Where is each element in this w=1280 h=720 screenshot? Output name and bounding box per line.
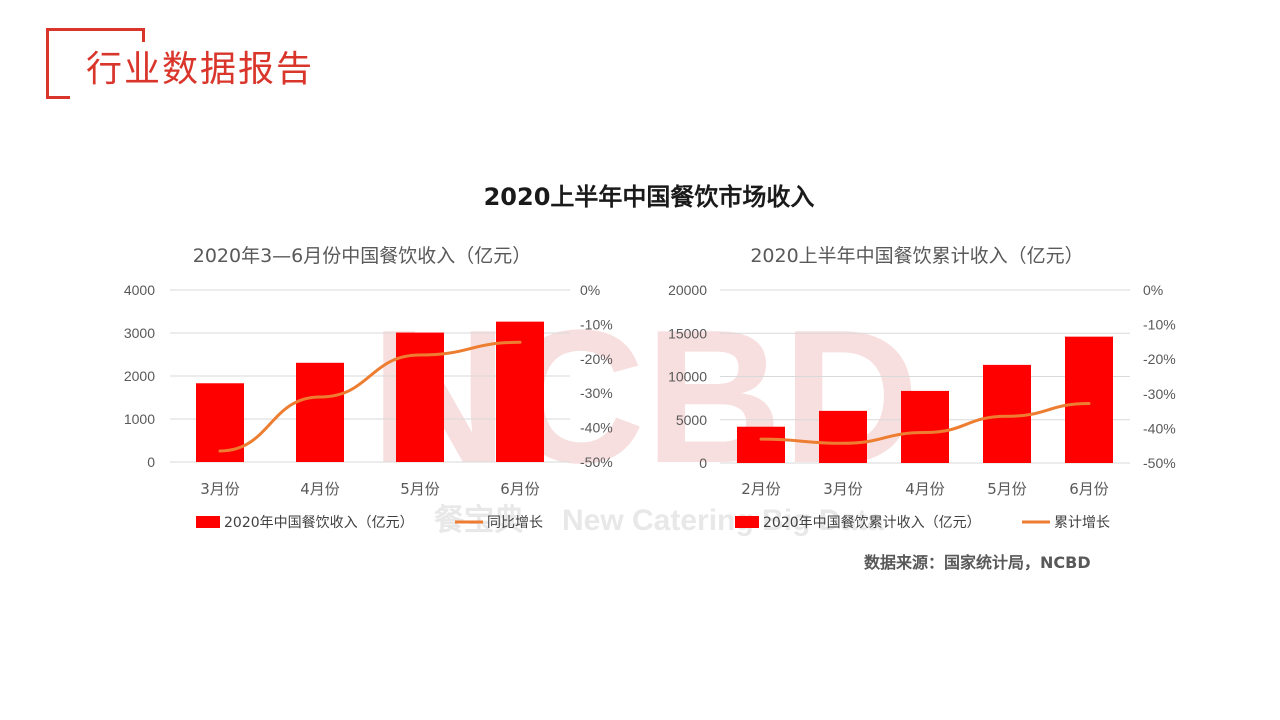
bar (819, 410, 867, 463)
growth-line (218, 340, 522, 453)
legend-line-label: 累计增长 (1054, 515, 1110, 531)
y-right-tick-label: 0% (1143, 282, 1163, 298)
x-category-label: 5月份 (400, 480, 440, 498)
x-category-label: 4月份 (905, 480, 945, 498)
bar (983, 364, 1031, 463)
y-right-tick-label: -50% (580, 454, 613, 470)
title-corner-frame (46, 28, 145, 99)
x-category-label: 6月份 (500, 480, 540, 498)
bar (1065, 336, 1113, 463)
y-left-tick-label: 20000 (668, 282, 707, 298)
y-right-tick-label: -50% (1143, 455, 1176, 471)
y-right-tick-label: -10% (1143, 317, 1176, 333)
y-right-tick-label: 0% (580, 282, 600, 298)
y-right-tick-label: -20% (580, 351, 613, 367)
x-category-label: 2月份 (741, 480, 781, 498)
bar (296, 362, 344, 462)
y-right-tick-label: -30% (580, 385, 613, 401)
legend-bar-label: 2020年中国餐饮累计收入（亿元） (763, 515, 981, 531)
y-left-tick-label: 0 (147, 454, 155, 470)
bar (396, 332, 444, 462)
report-title: 行业数据报告 (86, 49, 315, 90)
source-note: 数据来源：国家统计局，NCBD (864, 553, 1091, 572)
y-right-tick-label: -20% (1143, 351, 1176, 367)
y-right-tick-label: -10% (580, 316, 613, 332)
legend-line-label: 同比增长 (487, 515, 543, 531)
y-left-tick-label: 4000 (124, 282, 155, 298)
chart-title: 2020年3—6月份中国餐饮收入（亿元） (193, 245, 532, 267)
y-left-tick-label: 15000 (668, 325, 707, 341)
x-category-label: 6月份 (1069, 480, 1109, 498)
legend-bar-label: 2020年中国餐饮收入（亿元） (224, 515, 414, 531)
main-title: 2020上半年中国餐饮市场收入 (483, 183, 815, 211)
legend-bar-swatch (196, 516, 220, 528)
bar (901, 390, 949, 463)
x-category-label: 5月份 (987, 480, 1027, 498)
y-right-tick-label: -40% (1143, 420, 1176, 436)
y-right-tick-label: -30% (1143, 386, 1176, 402)
y-left-tick-label: 5000 (676, 412, 707, 428)
chart-title: 2020上半年中国餐饮累计收入（亿元） (750, 245, 1083, 267)
y-right-tick-label: -40% (580, 420, 613, 436)
x-category-label: 4月份 (300, 480, 340, 498)
x-category-label: 3月份 (200, 480, 240, 498)
y-left-tick-label: 0 (699, 455, 707, 471)
bar (737, 426, 785, 463)
bar (496, 321, 544, 462)
y-left-tick-label: 3000 (124, 325, 155, 341)
legend-bar-swatch (735, 516, 759, 528)
x-category-label: 3月份 (823, 480, 863, 498)
y-left-tick-label: 2000 (124, 368, 155, 384)
y-left-tick-label: 10000 (668, 369, 707, 385)
y-left-tick-label: 1000 (124, 411, 155, 427)
